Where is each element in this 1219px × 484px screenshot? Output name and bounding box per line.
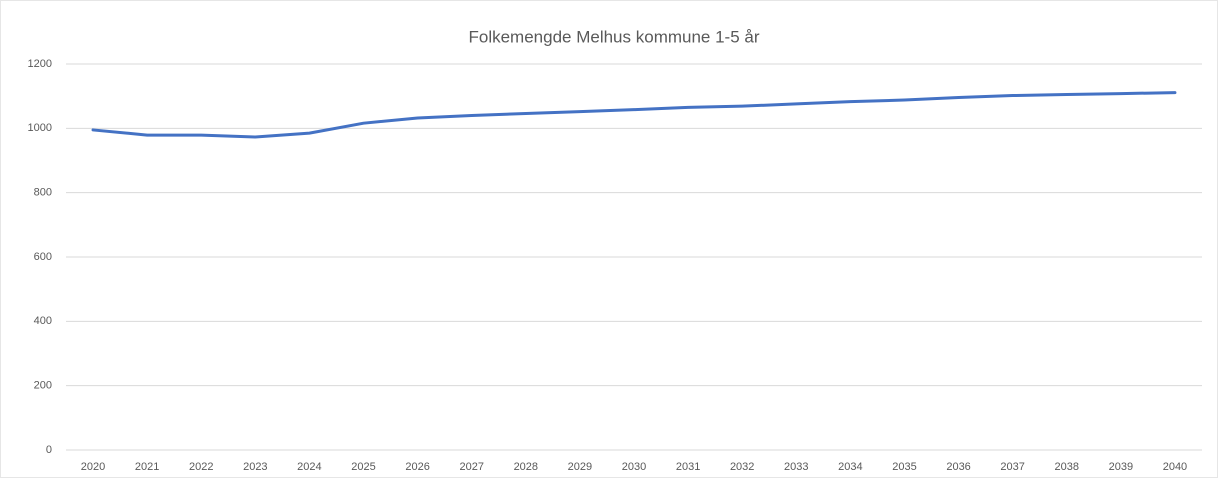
y-tick-label: 600 xyxy=(34,251,52,263)
x-tick-label: 2038 xyxy=(1055,461,1079,473)
y-tick-label: 1000 xyxy=(28,122,52,134)
y-tick-label: 200 xyxy=(34,380,52,392)
x-tick-label: 2035 xyxy=(892,461,916,473)
x-tick-label: 2027 xyxy=(459,461,483,473)
y-tick-label: 400 xyxy=(34,315,52,327)
y-tick-label: 1200 xyxy=(28,58,52,70)
x-tick-label: 2036 xyxy=(946,461,970,473)
chart-title: Folkemengde Melhus kommune 1-5 år xyxy=(468,27,759,46)
line-series xyxy=(91,91,1177,139)
x-tick-label: 2023 xyxy=(243,461,267,473)
x-tick-label: 2025 xyxy=(351,461,375,473)
x-tick-label: 2034 xyxy=(838,461,862,473)
x-tick-label: 2029 xyxy=(568,461,592,473)
x-tick-label: 2024 xyxy=(297,461,321,473)
x-tick-label: 2021 xyxy=(135,461,159,473)
x-tick-label: 2039 xyxy=(1109,461,1133,473)
y-tick-label: 800 xyxy=(34,187,52,199)
x-tick-label: 2030 xyxy=(622,461,646,473)
x-tick-label: 2020 xyxy=(81,461,105,473)
x-tick-label: 2026 xyxy=(405,461,429,473)
x-tick-label: 2040 xyxy=(1163,461,1187,473)
x-tick-label: 2032 xyxy=(730,461,754,473)
x-tick-label: 2028 xyxy=(514,461,538,473)
x-tick-label: 2022 xyxy=(189,461,213,473)
y-tick-label: 0 xyxy=(46,444,52,456)
x-tick-label: 2031 xyxy=(676,461,700,473)
x-tick-label: 2037 xyxy=(1000,461,1024,473)
x-tick-label: 2033 xyxy=(784,461,808,473)
